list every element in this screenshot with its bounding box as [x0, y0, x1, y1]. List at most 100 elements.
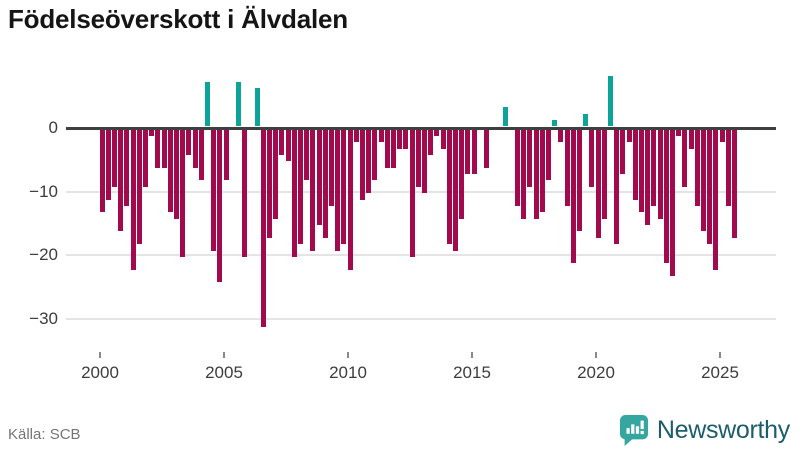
x-axis-label: 2025 [701, 363, 739, 382]
bar-negative [452, 129, 458, 251]
bar-negative [632, 129, 638, 200]
bar-negative [428, 129, 434, 155]
y-axis-label: 0 [48, 118, 58, 137]
bar-negative [527, 129, 533, 187]
bar-negative [142, 129, 148, 187]
bar-negative [459, 129, 465, 219]
x-axis-tick [595, 352, 597, 358]
bar-negative [626, 129, 632, 143]
bar-negative [403, 129, 409, 149]
x-axis-tick [347, 352, 349, 358]
bar-negative [173, 129, 179, 219]
bar-negative [421, 129, 427, 194]
bar-negative [645, 129, 651, 226]
bar-negative [328, 129, 334, 206]
bar-negative [533, 129, 539, 219]
x-axis-tick [99, 352, 101, 358]
source-credit: Källa: SCB [8, 426, 81, 443]
bar-negative [279, 129, 285, 155]
newsworthy-icon [619, 415, 648, 446]
x-axis-tick [223, 352, 225, 358]
bar-negative [595, 129, 601, 238]
bar-negative [440, 129, 446, 149]
y-axis-label: −20 [29, 245, 58, 265]
bar-negative [260, 129, 266, 327]
bar-negative [434, 129, 440, 136]
zero-axis-line [66, 126, 776, 130]
bar-negative [669, 129, 675, 276]
bar-negative [130, 129, 136, 270]
gridline [66, 254, 776, 257]
x-axis-tick [719, 352, 721, 358]
bar-negative [682, 129, 688, 187]
bar-negative [415, 129, 421, 187]
bar-negative [217, 129, 223, 283]
bar-negative [694, 129, 700, 206]
bar-negative [700, 129, 706, 232]
bar-negative [353, 129, 359, 143]
bar-negative [310, 129, 316, 251]
bar-negative [155, 129, 161, 168]
y-axis-label: −10 [29, 181, 58, 201]
bar-positive [607, 75, 613, 127]
bar-negative [558, 129, 564, 143]
bar-negative [384, 129, 390, 168]
bar-negative [285, 129, 291, 162]
bar-negative [242, 129, 248, 257]
bar-negative [514, 129, 520, 206]
gridline [66, 190, 776, 193]
bar-negative [390, 129, 396, 168]
bar-negative [589, 129, 595, 187]
bar-negative [713, 129, 719, 270]
x-axis-label: 2010 [329, 363, 367, 382]
bar-negative [341, 129, 347, 245]
bar-negative [471, 129, 477, 175]
y-axis-label: −30 [29, 309, 58, 329]
bar-positive [552, 120, 558, 127]
bar-negative [223, 129, 229, 181]
bar-negative [347, 129, 353, 270]
gridline [66, 318, 776, 321]
bar-negative [620, 129, 626, 175]
bar-negative [372, 129, 378, 181]
bar-negative [521, 129, 527, 219]
bar-negative [297, 129, 303, 245]
x-axis-label: 2020 [577, 363, 615, 382]
bar-negative [316, 129, 322, 226]
bar-negative [167, 129, 173, 213]
bar-negative [688, 129, 694, 149]
brand-name: Newsworthy [656, 415, 790, 444]
bar-negative [409, 129, 415, 257]
bar-negative [576, 129, 582, 232]
bar-negative [676, 129, 682, 136]
bar-positive [583, 113, 589, 127]
bar-negative [446, 129, 452, 245]
bar-negative [564, 129, 570, 206]
bar-negative [180, 129, 186, 257]
bar-negative [149, 129, 155, 136]
bar-negative [273, 129, 279, 219]
bar-negative [136, 129, 142, 245]
bar-negative [397, 129, 403, 149]
bar-negative [465, 129, 471, 175]
x-axis-label: 2000 [81, 363, 119, 382]
x-axis-label: 2015 [453, 363, 491, 382]
bar-negative [651, 129, 657, 206]
x-axis-tick [471, 352, 473, 358]
bar-negative [304, 129, 310, 181]
bar-negative [118, 129, 124, 232]
chart-title: Födelseöverskott i Älvdalen [8, 4, 348, 34]
bar-negative [731, 129, 737, 238]
bar-negative [601, 129, 607, 219]
bar-negative [725, 129, 731, 206]
bar-negative [378, 129, 384, 143]
bar-negative [124, 129, 130, 206]
bar-negative [570, 129, 576, 264]
bar-negative [657, 129, 663, 219]
bar-negative [322, 129, 328, 238]
bar-negative [707, 129, 713, 245]
bar-negative [638, 129, 644, 213]
bar-negative [105, 129, 111, 200]
bar-positive [204, 81, 210, 127]
